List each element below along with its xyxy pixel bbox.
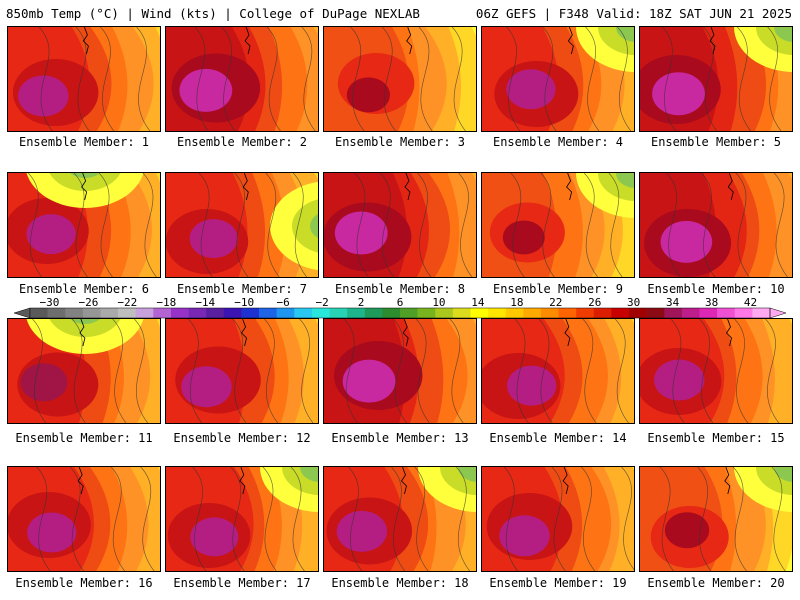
colorbar-tick-label: 34 xyxy=(666,296,679,309)
ensemble-panel xyxy=(323,26,477,132)
ensemble-panel xyxy=(165,466,319,572)
colorbar-tick-label: 42 xyxy=(744,296,757,309)
colorbar-tick-label: −18 xyxy=(156,296,176,309)
ensemble-member-label: Ensemble Member: 19 xyxy=(479,576,637,590)
page-title: 850mb Temp (°C) | Wind (kts) | College o… xyxy=(6,6,420,21)
colorbar-tick-label: 18 xyxy=(510,296,523,309)
ensemble-panel xyxy=(323,172,477,278)
ensemble-panel xyxy=(481,318,635,424)
ensemble-member-label: Ensemble Member: 12 xyxy=(163,431,321,445)
ensemble-member-label: Ensemble Member: 2 xyxy=(163,135,321,149)
ensemble-member-label: Ensemble Member: 1 xyxy=(5,135,163,149)
ensemble-panel xyxy=(639,466,793,572)
ensemble-panel xyxy=(481,466,635,572)
ensemble-panel xyxy=(165,318,319,424)
ensemble-panel xyxy=(639,26,793,132)
ensemble-panel xyxy=(481,172,635,278)
colorbar-tick-label: 6 xyxy=(397,296,404,309)
ensemble-member-label: Ensemble Member: 8 xyxy=(321,282,479,296)
ensemble-panel xyxy=(639,172,793,278)
colorbar-tick-label: 30 xyxy=(627,296,640,309)
ensemble-member-label: Ensemble Member: 15 xyxy=(637,431,795,445)
colorbar-tick-label: −2 xyxy=(315,296,328,309)
colorbar-tick-label: 26 xyxy=(588,296,601,309)
ensemble-member-label: Ensemble Member: 3 xyxy=(321,135,479,149)
ensemble-panel xyxy=(7,318,161,424)
ensemble-member-label: Ensemble Member: 11 xyxy=(5,431,163,445)
ensemble-member-label: Ensemble Member: 13 xyxy=(321,431,479,445)
colorbar-tick-label: 10 xyxy=(432,296,445,309)
ensemble-panel xyxy=(323,318,477,424)
ensemble-member-label: Ensemble Member: 9 xyxy=(479,282,637,296)
ensemble-member-label: Ensemble Member: 18 xyxy=(321,576,479,590)
colorbar-tick-label: 22 xyxy=(549,296,562,309)
ensemble-member-label: Ensemble Member: 10 xyxy=(637,282,795,296)
colorbar-tick-label: −30 xyxy=(40,296,60,309)
colorbar-tick-label: 14 xyxy=(471,296,484,309)
ensemble-member-label: Ensemble Member: 20 xyxy=(637,576,795,590)
ensemble-panel xyxy=(323,466,477,572)
ensemble-member-label: Ensemble Member: 5 xyxy=(637,135,795,149)
ensemble-member-label: Ensemble Member: 14 xyxy=(479,431,637,445)
ensemble-member-label: Ensemble Member: 6 xyxy=(5,282,163,296)
colorbar-tick-label: −22 xyxy=(117,296,137,309)
ensemble-panel xyxy=(165,172,319,278)
ensemble-panel xyxy=(7,26,161,132)
ensemble-panel xyxy=(639,318,793,424)
colorbar-tick-label: −14 xyxy=(195,296,215,309)
ensemble-panel xyxy=(481,26,635,132)
colorbar-tick-label: 2 xyxy=(358,296,365,309)
colorbar-tick-label: −10 xyxy=(234,296,254,309)
run-valid-time: 06Z GEFS | F348 Valid: 18Z SAT JUN 21 20… xyxy=(476,6,792,21)
ensemble-member-label: Ensemble Member: 4 xyxy=(479,135,637,149)
colorbar-tick-label: −6 xyxy=(277,296,290,309)
ensemble-member-label: Ensemble Member: 16 xyxy=(5,576,163,590)
ensemble-panel xyxy=(7,172,161,278)
ensemble-panel xyxy=(7,466,161,572)
ensemble-member-label: Ensemble Member: 17 xyxy=(163,576,321,590)
ensemble-member-label: Ensemble Member: 7 xyxy=(163,282,321,296)
colorbar-tick-label: 38 xyxy=(705,296,718,309)
colorbar-tick-label: −26 xyxy=(78,296,98,309)
ensemble-panel xyxy=(165,26,319,132)
